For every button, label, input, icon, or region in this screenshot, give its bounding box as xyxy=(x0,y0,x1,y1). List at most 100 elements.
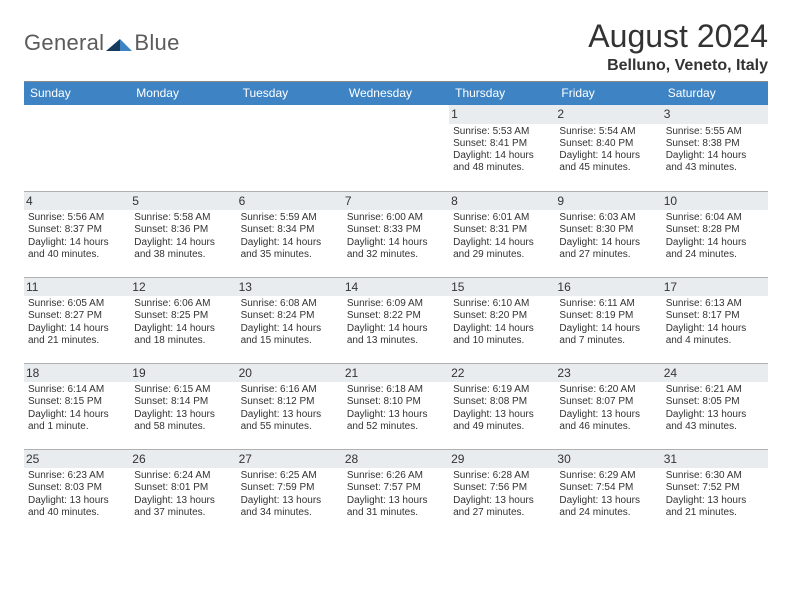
day-number: 8 xyxy=(449,192,555,211)
sunset-line: Sunset: 8:41 PM xyxy=(453,138,551,150)
location-subtitle: Belluno, Veneto, Italy xyxy=(588,57,768,75)
day-number: 29 xyxy=(449,450,555,469)
day-number: 22 xyxy=(449,364,555,383)
sunrise-line: Sunrise: 6:24 AM xyxy=(134,470,232,482)
daylight-line: Daylight: 14 hours and 24 minutes. xyxy=(666,237,764,261)
day-number: 24 xyxy=(662,364,768,383)
daylight-line: Daylight: 13 hours and 37 minutes. xyxy=(134,495,232,519)
daylight-line: Daylight: 14 hours and 21 minutes. xyxy=(28,323,126,347)
daylight-line: Daylight: 14 hours and 13 minutes. xyxy=(347,323,445,347)
sunset-line: Sunset: 8:28 PM xyxy=(666,224,764,236)
day-number: 12 xyxy=(130,278,236,297)
brand-triangle-icon xyxy=(106,34,132,52)
daylight-line: Daylight: 13 hours and 31 minutes. xyxy=(347,495,445,519)
day-number: 31 xyxy=(662,450,768,469)
sunset-line: Sunset: 8:24 PM xyxy=(241,310,339,322)
calendar-day-cell: 20Sunrise: 6:16 AMSunset: 8:12 PMDayligh… xyxy=(237,363,343,449)
calendar-day-cell: 18Sunrise: 6:14 AMSunset: 8:15 PMDayligh… xyxy=(24,363,130,449)
sunset-line: Sunset: 8:07 PM xyxy=(559,396,657,408)
daylight-line: Daylight: 14 hours and 27 minutes. xyxy=(559,237,657,261)
day-number: 25 xyxy=(24,450,130,469)
calendar-day-cell xyxy=(343,105,449,191)
sunrise-line: Sunrise: 6:05 AM xyxy=(28,298,126,310)
day-number: 3 xyxy=(662,105,768,124)
sunrise-line: Sunrise: 5:59 AM xyxy=(241,212,339,224)
sunset-line: Sunset: 8:19 PM xyxy=(559,310,657,322)
day-number: 5 xyxy=(130,192,236,211)
day-number: 1 xyxy=(449,105,555,124)
page-title: August 2024 xyxy=(588,18,768,55)
daylight-line: Daylight: 14 hours and 48 minutes. xyxy=(453,150,551,174)
sunset-line: Sunset: 7:56 PM xyxy=(453,482,551,494)
day-number: 14 xyxy=(343,278,449,297)
daylight-line: Daylight: 14 hours and 29 minutes. xyxy=(453,237,551,261)
sunset-line: Sunset: 8:10 PM xyxy=(347,396,445,408)
brand-word-1: General xyxy=(24,30,104,56)
sunset-line: Sunset: 8:34 PM xyxy=(241,224,339,236)
calendar-week-row: 25Sunrise: 6:23 AMSunset: 8:03 PMDayligh… xyxy=(24,449,768,535)
calendar-day-cell xyxy=(24,105,130,191)
sunrise-line: Sunrise: 6:18 AM xyxy=(347,384,445,396)
sunset-line: Sunset: 8:33 PM xyxy=(347,224,445,236)
sunrise-line: Sunrise: 6:28 AM xyxy=(453,470,551,482)
calendar-day-cell: 2Sunrise: 5:54 AMSunset: 8:40 PMDaylight… xyxy=(555,105,661,191)
day-number: 16 xyxy=(555,278,661,297)
calendar-day-cell: 29Sunrise: 6:28 AMSunset: 7:56 PMDayligh… xyxy=(449,449,555,535)
day-number: 18 xyxy=(24,364,130,383)
calendar-day-cell: 11Sunrise: 6:05 AMSunset: 8:27 PMDayligh… xyxy=(24,277,130,363)
day-number: 21 xyxy=(343,364,449,383)
sunset-line: Sunset: 8:12 PM xyxy=(241,396,339,408)
sunset-line: Sunset: 8:31 PM xyxy=(453,224,551,236)
daylight-line: Daylight: 14 hours and 43 minutes. xyxy=(666,150,764,174)
daylight-line: Daylight: 14 hours and 40 minutes. xyxy=(28,237,126,261)
calendar-day-cell: 12Sunrise: 6:06 AMSunset: 8:25 PMDayligh… xyxy=(130,277,236,363)
daylight-line: Daylight: 13 hours and 34 minutes. xyxy=(241,495,339,519)
daylight-line: Daylight: 13 hours and 24 minutes. xyxy=(559,495,657,519)
sunrise-line: Sunrise: 5:56 AM xyxy=(28,212,126,224)
sunrise-line: Sunrise: 6:11 AM xyxy=(559,298,657,310)
sunrise-line: Sunrise: 6:10 AM xyxy=(453,298,551,310)
day-number: 10 xyxy=(662,192,768,211)
calendar-day-cell: 9Sunrise: 6:03 AMSunset: 8:30 PMDaylight… xyxy=(555,191,661,277)
sunset-line: Sunset: 8:37 PM xyxy=(28,224,126,236)
calendar-day-cell: 23Sunrise: 6:20 AMSunset: 8:07 PMDayligh… xyxy=(555,363,661,449)
calendar-week-row: 11Sunrise: 6:05 AMSunset: 8:27 PMDayligh… xyxy=(24,277,768,363)
daylight-line: Daylight: 14 hours and 4 minutes. xyxy=(666,323,764,347)
calendar-day-cell: 8Sunrise: 6:01 AMSunset: 8:31 PMDaylight… xyxy=(449,191,555,277)
sunrise-line: Sunrise: 6:00 AM xyxy=(347,212,445,224)
sunset-line: Sunset: 8:20 PM xyxy=(453,310,551,322)
sunrise-line: Sunrise: 6:21 AM xyxy=(666,384,764,396)
daylight-line: Daylight: 14 hours and 7 minutes. xyxy=(559,323,657,347)
daylight-line: Daylight: 13 hours and 52 minutes. xyxy=(347,409,445,433)
sunrise-line: Sunrise: 6:30 AM xyxy=(666,470,764,482)
calendar-day-cell xyxy=(237,105,343,191)
daylight-line: Daylight: 13 hours and 49 minutes. xyxy=(453,409,551,433)
calendar-week-row: 1Sunrise: 5:53 AMSunset: 8:41 PMDaylight… xyxy=(24,105,768,191)
title-block: August 2024 Belluno, Veneto, Italy xyxy=(588,18,768,75)
sunrise-line: Sunrise: 6:01 AM xyxy=(453,212,551,224)
sunset-line: Sunset: 8:14 PM xyxy=(134,396,232,408)
day-number: 30 xyxy=(555,450,661,469)
daylight-line: Daylight: 13 hours and 43 minutes. xyxy=(666,409,764,433)
daylight-line: Daylight: 14 hours and 35 minutes. xyxy=(241,237,339,261)
daylight-line: Daylight: 14 hours and 45 minutes. xyxy=(559,150,657,174)
sunset-line: Sunset: 8:27 PM xyxy=(28,310,126,322)
daylight-line: Daylight: 14 hours and 18 minutes. xyxy=(134,323,232,347)
sunrise-line: Sunrise: 6:06 AM xyxy=(134,298,232,310)
sunrise-line: Sunrise: 6:09 AM xyxy=(347,298,445,310)
sunrise-line: Sunrise: 6:15 AM xyxy=(134,384,232,396)
calendar-day-cell: 3Sunrise: 5:55 AMSunset: 8:38 PMDaylight… xyxy=(662,105,768,191)
day-number: 7 xyxy=(343,192,449,211)
sunset-line: Sunset: 8:01 PM xyxy=(134,482,232,494)
calendar-day-cell: 31Sunrise: 6:30 AMSunset: 7:52 PMDayligh… xyxy=(662,449,768,535)
daylight-line: Daylight: 13 hours and 46 minutes. xyxy=(559,409,657,433)
sunrise-line: Sunrise: 6:03 AM xyxy=(559,212,657,224)
calendar-day-cell: 17Sunrise: 6:13 AMSunset: 8:17 PMDayligh… xyxy=(662,277,768,363)
daylight-line: Daylight: 14 hours and 32 minutes. xyxy=(347,237,445,261)
day-number: 17 xyxy=(662,278,768,297)
calendar-day-cell: 7Sunrise: 6:00 AMSunset: 8:33 PMDaylight… xyxy=(343,191,449,277)
calendar-day-cell: 27Sunrise: 6:25 AMSunset: 7:59 PMDayligh… xyxy=(237,449,343,535)
calendar-week-row: 18Sunrise: 6:14 AMSunset: 8:15 PMDayligh… xyxy=(24,363,768,449)
sunrise-line: Sunrise: 5:53 AM xyxy=(453,126,551,138)
weekday-header: Saturday xyxy=(662,82,768,105)
